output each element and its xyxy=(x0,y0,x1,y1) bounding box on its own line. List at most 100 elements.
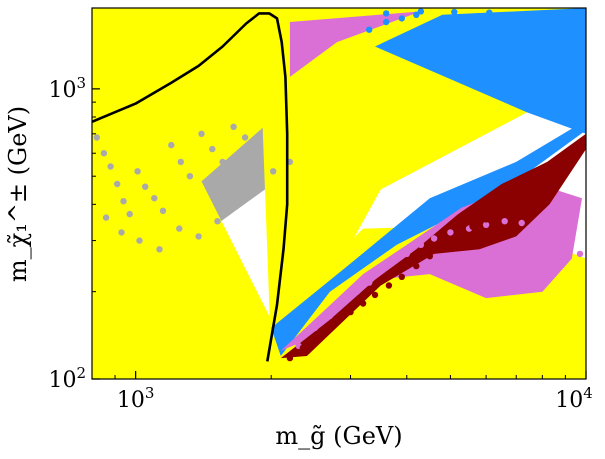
scatter-point-gray xyxy=(126,210,133,218)
scatter-point-yellow xyxy=(96,18,103,26)
scatter-point-orchid xyxy=(353,288,361,295)
scatter-point-yellow xyxy=(116,241,123,248)
scatter-point-yellow xyxy=(247,301,254,309)
scatter-point-orchid xyxy=(340,298,348,305)
scatter-point-blue xyxy=(417,8,425,15)
scatter-point-gray xyxy=(252,141,260,149)
scatter-point-yellow xyxy=(194,38,201,46)
scatter-point-blue xyxy=(560,98,567,106)
scatter-point-gray xyxy=(151,195,158,202)
scatter-point-yellow xyxy=(264,110,271,118)
scatter-point-orchid xyxy=(430,235,438,242)
scatter-point-blue xyxy=(486,9,493,16)
scatter-point-blue xyxy=(580,110,586,118)
scatter-point-blue xyxy=(398,15,405,22)
scatter-point-orchid xyxy=(366,279,373,286)
y-tick-label: 102 xyxy=(48,364,86,393)
scatter-point-yellow xyxy=(111,43,119,50)
scatter-point-yellow xyxy=(151,34,158,41)
scatter-point-darkred xyxy=(333,318,341,325)
scatter-point-gray xyxy=(93,134,101,141)
scatter-point-darkred xyxy=(513,201,520,208)
scatter-point-gray xyxy=(107,163,114,170)
exclusion-contour-line xyxy=(92,12,289,362)
scatter-point-darkred xyxy=(426,253,433,260)
region-blue-5 xyxy=(271,120,586,356)
scatter-point-blue xyxy=(469,47,476,55)
scatter-point-blue xyxy=(544,92,551,99)
scatter-point-yellow xyxy=(128,255,135,262)
scatter-point-blue xyxy=(513,73,520,81)
scatter-point-blue xyxy=(451,8,458,16)
y-axis-label: m_χ̃₁^± (GeV) xyxy=(4,106,32,282)
x-tick-label: 104 xyxy=(555,384,593,413)
scatter-point-orchid xyxy=(311,324,319,332)
scatter-point-darkred xyxy=(498,207,505,214)
scatter-point-yellow xyxy=(182,282,189,289)
scatter-point-yellow xyxy=(122,52,129,59)
scatter-point-blue xyxy=(413,11,420,18)
scatter-point-gray xyxy=(270,168,277,175)
scatter-point-gray xyxy=(142,183,149,190)
scatter-point-yellow xyxy=(236,92,243,99)
scatter-point-yellow xyxy=(232,298,240,305)
scatter-point-darkred xyxy=(398,273,405,280)
scatter-point-blue xyxy=(572,106,580,113)
points-layer xyxy=(93,8,586,362)
scatter-point-yellow xyxy=(105,30,112,37)
scatter-point-orchid xyxy=(536,225,544,232)
scatter-point-gray xyxy=(233,195,241,202)
scatter-point-darkred xyxy=(286,354,294,362)
scatter-point-orchid xyxy=(417,241,425,248)
scatter-point-orchid xyxy=(388,260,395,267)
scatter-point-orchid xyxy=(326,312,334,320)
scatter-point-orchid xyxy=(403,250,410,258)
scatter-point-darkred xyxy=(359,300,367,307)
scatter-point-gray xyxy=(198,130,205,137)
scatter-point-darkred xyxy=(311,335,319,342)
scatter-point-blue xyxy=(529,85,536,93)
scatter-point-yellow xyxy=(172,57,180,64)
scatter-point-orchid xyxy=(518,219,525,227)
scatter-point-yellow xyxy=(255,106,263,113)
scatter-point-darkred xyxy=(299,344,306,352)
scatter-point-gray xyxy=(168,141,175,149)
ticks-layer: 103 104 102 103 xyxy=(48,74,592,413)
scatter-point-gray xyxy=(219,158,226,166)
scatter-point-orchid xyxy=(566,241,573,248)
scatter-point-gray xyxy=(209,145,216,153)
scatter-point-darkred xyxy=(413,262,420,270)
scatter-point-yellow xyxy=(272,115,280,122)
scatter-point-darkred xyxy=(529,195,536,202)
scatter-point-yellow xyxy=(246,98,253,106)
scatter-point-blue xyxy=(498,62,505,70)
scatter-point-gray xyxy=(195,233,202,240)
scatter-point-yellow xyxy=(161,47,168,55)
scatter-point-gray xyxy=(156,246,163,253)
scatter-point-yellow xyxy=(215,294,222,302)
scatter-point-gray xyxy=(102,214,110,221)
scatter-point-gray xyxy=(118,229,125,236)
scatter-point-yellow xyxy=(130,62,137,70)
scatter-point-gray xyxy=(136,237,143,244)
scatter-point-gray xyxy=(159,207,167,214)
scatter-point-gray xyxy=(186,173,194,180)
scatter-point-yellow xyxy=(216,68,224,75)
scatter-point-blue xyxy=(454,43,462,50)
scatter-point-yellow xyxy=(226,79,234,86)
scatter-point-blue xyxy=(439,34,446,41)
scatter-point-gray xyxy=(177,158,184,166)
scatter-point-orchid xyxy=(501,218,508,225)
scatter-point-gray xyxy=(176,225,183,232)
x-tick-label: 103 xyxy=(117,384,155,413)
scatter-point-gray xyxy=(241,134,249,141)
scatter-point-yellow xyxy=(199,288,206,295)
scatter-point-yellow xyxy=(102,225,110,232)
scatter-point-blue xyxy=(383,10,390,17)
scatter-point-yellow xyxy=(140,18,147,26)
scatter-point-blue xyxy=(426,22,433,29)
scatter-point-darkred xyxy=(371,291,379,299)
scatter-point-gray xyxy=(230,123,237,130)
scatter-point-darkred xyxy=(439,243,446,251)
